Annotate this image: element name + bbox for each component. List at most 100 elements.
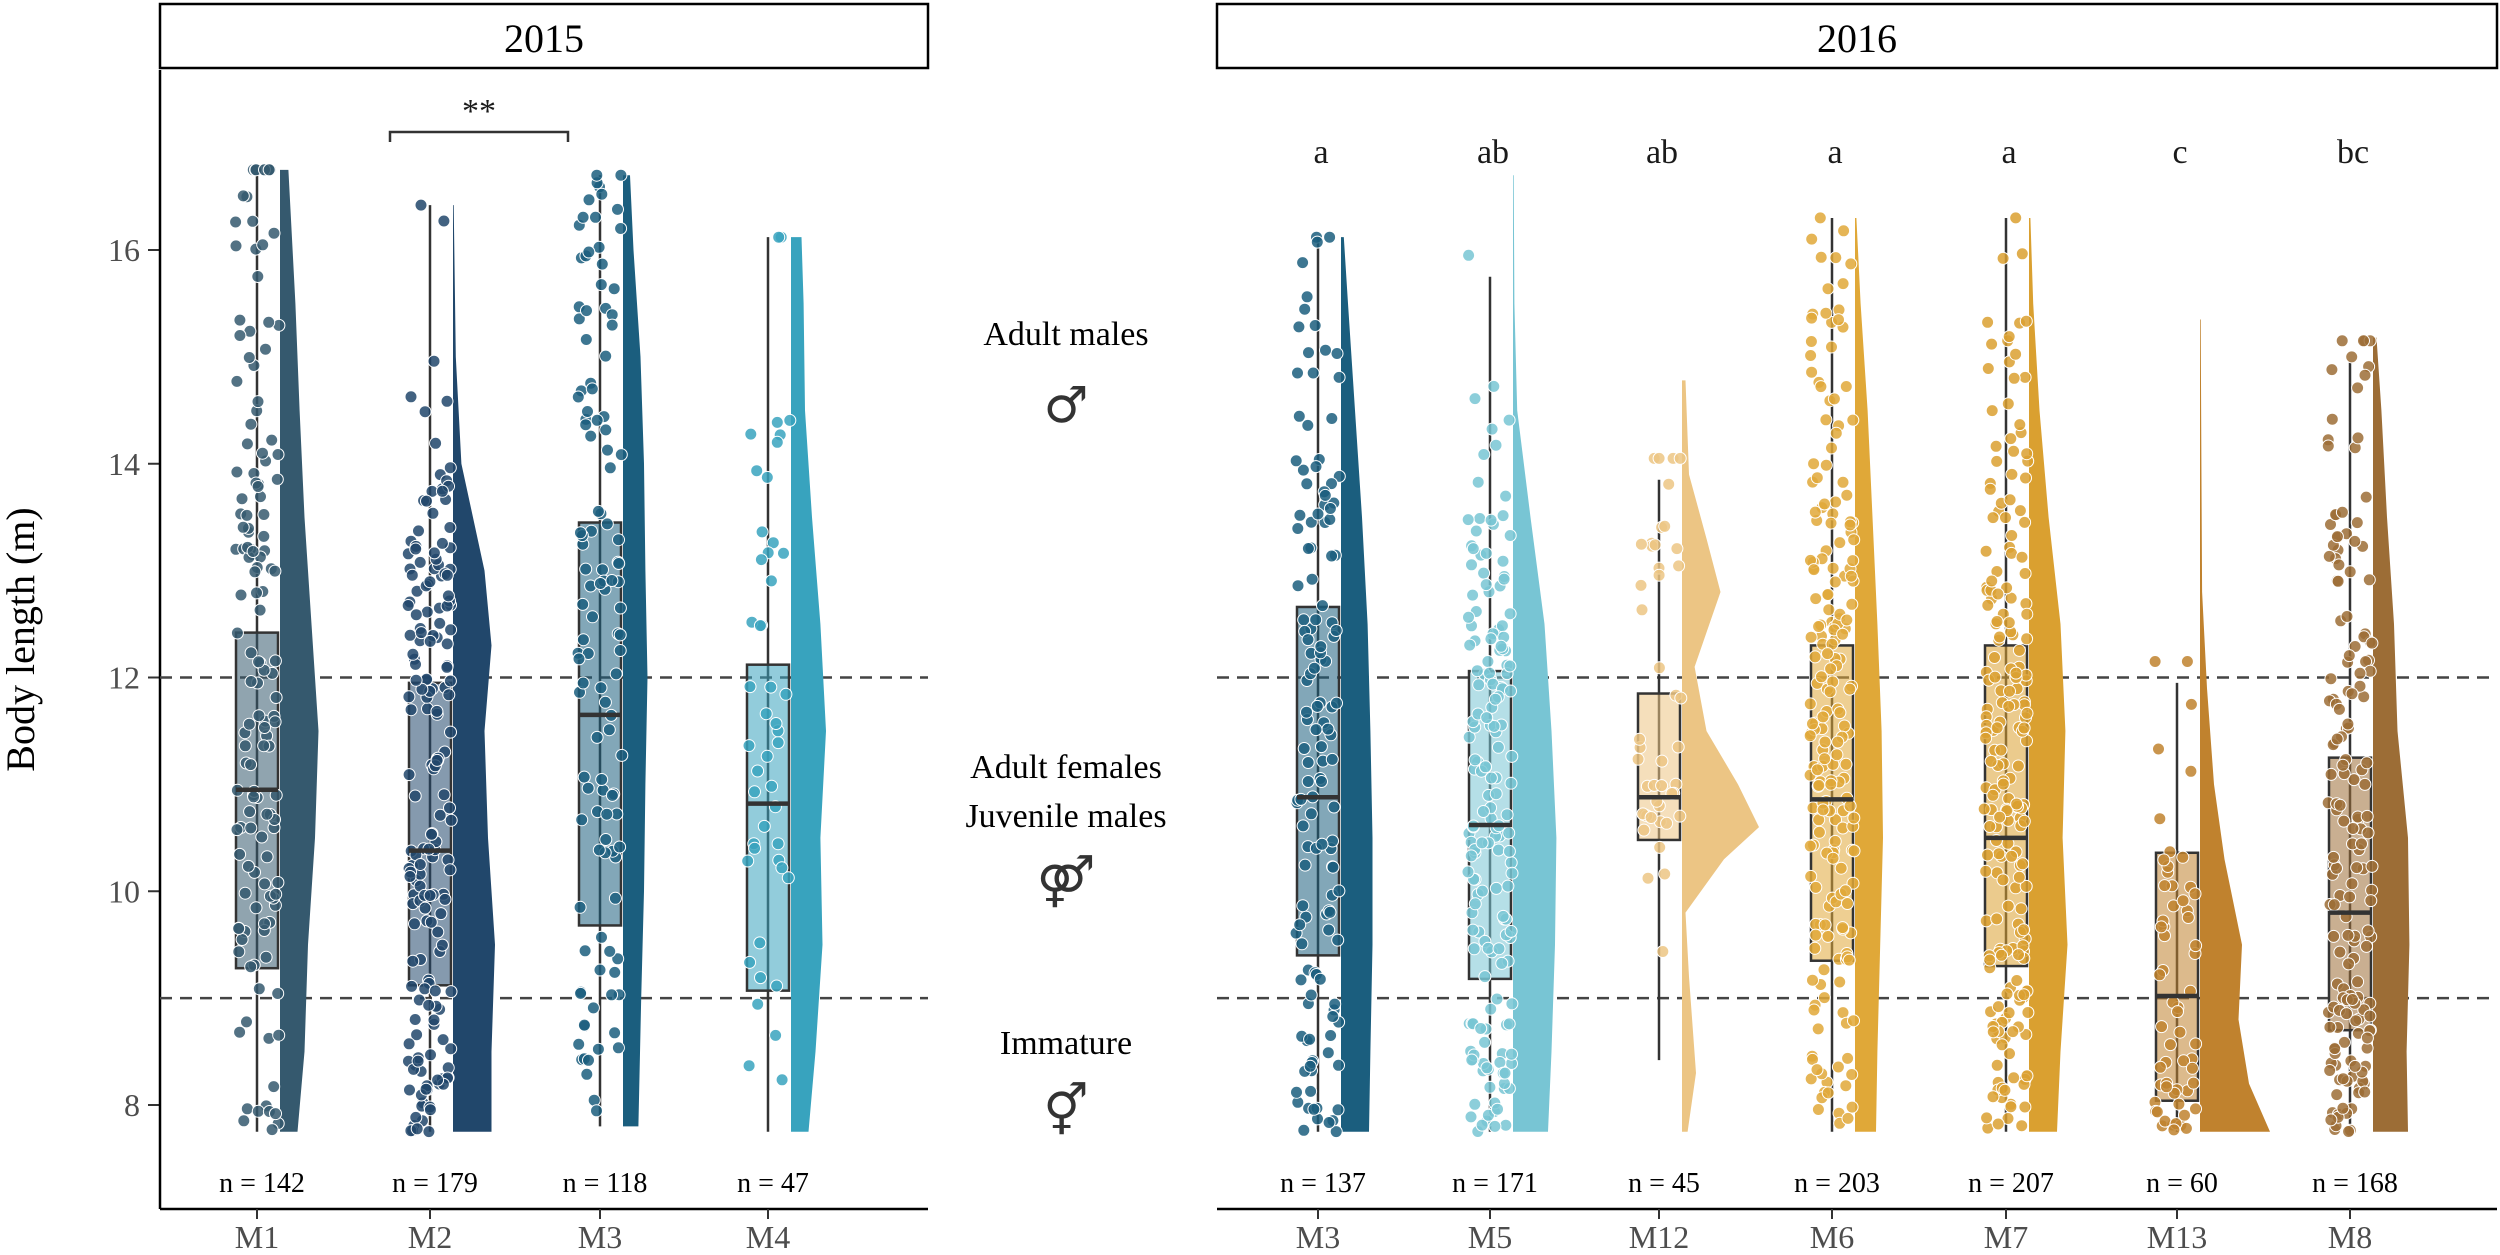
- data-point: [599, 423, 613, 437]
- data-point: [2020, 1069, 2034, 1083]
- data-point: [586, 1001, 600, 1015]
- data-point: [591, 1042, 605, 1056]
- data-point: [1294, 973, 1308, 987]
- data-point: [242, 717, 256, 731]
- data-point: [2012, 643, 2026, 657]
- data-point: [2330, 1088, 2344, 1102]
- data-point: [2345, 877, 2359, 891]
- data-point: [2150, 1105, 2164, 1119]
- group-M2: n = 179 M2: [392, 198, 495, 1255]
- x-tick-label: M2: [408, 1219, 452, 1255]
- data-point: [1825, 441, 1838, 455]
- data-point: [1818, 735, 1832, 749]
- data-point: [1821, 929, 1835, 943]
- data-point: [251, 395, 265, 409]
- data-point: [1468, 753, 1482, 767]
- data-point: [1315, 837, 1329, 851]
- data-point: [608, 965, 622, 979]
- data-point: [1296, 463, 1310, 477]
- data-point: [605, 988, 619, 1002]
- data-point: [1807, 563, 1821, 577]
- data-point: [2184, 764, 2198, 778]
- data-point: [603, 944, 617, 958]
- data-point: [593, 577, 607, 590]
- data-point: [1845, 597, 1859, 611]
- data-point: [418, 405, 432, 419]
- data-point: [425, 827, 438, 841]
- data-point: [1489, 787, 1503, 801]
- data-point: [1475, 884, 1489, 898]
- data-point: [1309, 723, 1323, 737]
- data-point: [1467, 942, 1481, 956]
- data-point: [1497, 572, 1511, 586]
- data-point: [1809, 880, 1823, 894]
- x-tick-label: M13: [2147, 1219, 2207, 1255]
- data-point: [233, 329, 247, 342]
- data-point: [2341, 717, 2355, 731]
- data-point: [238, 886, 252, 900]
- data-point: [1296, 819, 1310, 833]
- data-point: [443, 521, 457, 534]
- data-point: [1484, 632, 1498, 646]
- data-point: [1304, 988, 1318, 1002]
- y-tick-label: 12: [108, 660, 140, 696]
- data-point: [1301, 756, 1315, 769]
- data-points: [2321, 334, 2379, 1138]
- data-point: [2350, 861, 2364, 875]
- data-point: [2348, 1059, 2362, 1073]
- data-point: [770, 435, 784, 449]
- data-point: [1634, 537, 1648, 551]
- data-point: [240, 508, 254, 522]
- data-point: [781, 871, 795, 885]
- data-point: [1297, 1123, 1311, 1137]
- data-point: [1804, 349, 1818, 362]
- data-point: [1322, 923, 1336, 937]
- data-point: [2013, 418, 2027, 432]
- data-point: [1811, 1103, 1825, 1116]
- data-point: [1671, 740, 1685, 754]
- data-point: [593, 963, 607, 977]
- data-point: [244, 675, 258, 688]
- data-point: [1673, 809, 1687, 823]
- data-point: [764, 574, 778, 588]
- data-point: [613, 840, 627, 854]
- x-tick-label: M5: [1468, 1219, 1512, 1255]
- data-point: [2330, 732, 2344, 746]
- data-point: [413, 555, 427, 569]
- data-point: [1847, 811, 1861, 825]
- data-point: [599, 833, 613, 846]
- data-point: [1818, 497, 1831, 511]
- y-tick-label: 10: [108, 873, 140, 909]
- data-point: [1290, 1085, 1303, 1099]
- data-point: [441, 589, 455, 603]
- data-point: [1473, 512, 1487, 525]
- data-point: [2010, 974, 2024, 987]
- data-point: [765, 779, 779, 793]
- data-point: [2179, 1121, 2193, 1135]
- data-point: [1477, 448, 1491, 461]
- data-point: [1983, 482, 1997, 496]
- data-point: [1819, 458, 1833, 472]
- data-point: [1656, 945, 1670, 958]
- data-point: [2189, 1102, 2202, 1116]
- data-point: [402, 690, 416, 704]
- density-cloud: [2029, 217, 2068, 1132]
- data-point: [262, 163, 276, 177]
- significance-letter: a: [2001, 134, 2016, 171]
- data-point: [444, 1042, 458, 1056]
- data-point: [259, 342, 272, 356]
- data-point: [2178, 1108, 2191, 1122]
- data-point: [271, 448, 285, 461]
- data-point: [1633, 732, 1646, 746]
- data-point: [1496, 509, 1510, 523]
- data-point: [585, 382, 599, 396]
- data-point: [256, 446, 269, 460]
- data-point: [1847, 533, 1861, 547]
- data-point: [267, 1080, 281, 1094]
- significance-letter: c: [2172, 134, 2187, 171]
- data-point: [1330, 347, 1344, 360]
- significance-stars: **: [462, 93, 496, 130]
- data-point: [2349, 1014, 2363, 1028]
- data-point: [2017, 923, 2031, 937]
- data-point: [1316, 599, 1329, 613]
